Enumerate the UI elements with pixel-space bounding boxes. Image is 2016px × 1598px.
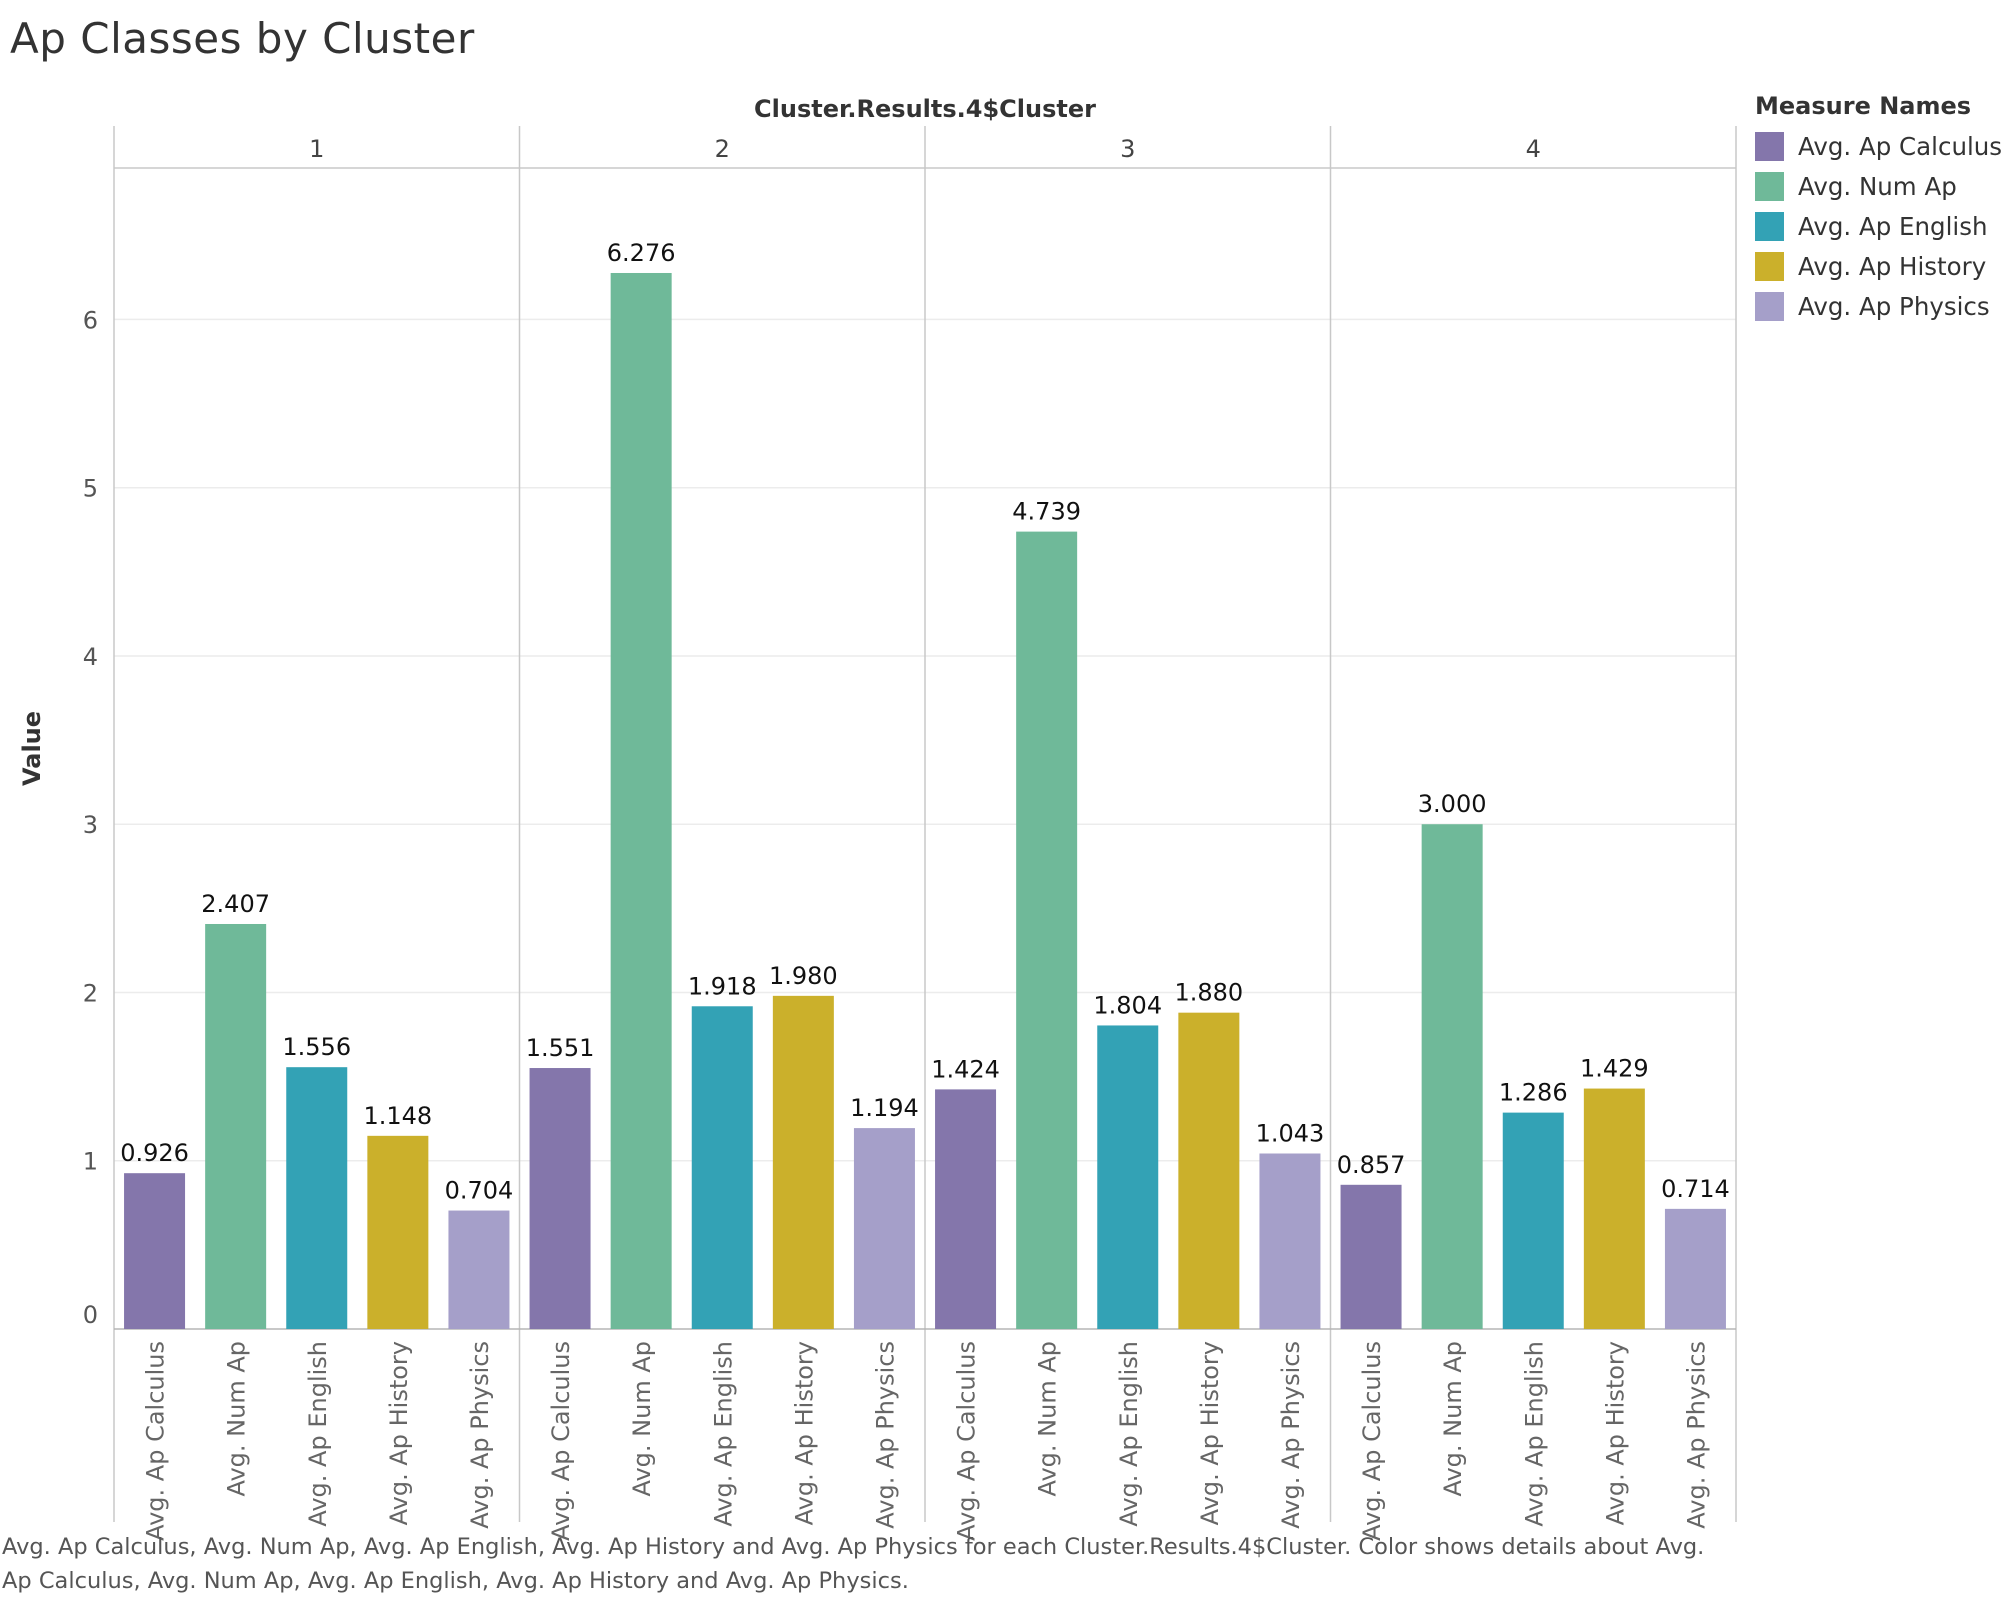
- data-label: 1.556: [282, 1033, 351, 1061]
- chart-caption: Avg. Ap Calculus, Avg. Num Ap, Avg. Ap E…: [2, 1534, 1705, 1594]
- bar-1-2: [205, 923, 267, 1329]
- data-label: 0.704: [445, 1177, 514, 1205]
- legend-item-ap-english[interactable]: Avg. Ap English: [1755, 206, 2002, 246]
- x-tick-label: Avg. Ap History: [790, 1341, 818, 1525]
- legend-item-ap-calculus[interactable]: Avg. Ap Calculus: [1755, 126, 2002, 166]
- data-label: 6.276: [607, 239, 676, 267]
- bar-1-5: [448, 1210, 510, 1329]
- x-tick-label: Avg. Ap English: [1520, 1341, 1548, 1527]
- legend-swatch: [1755, 171, 1784, 201]
- y-tick-label: 3: [83, 811, 98, 839]
- x-tick-label: Avg. Ap Calculus: [953, 1341, 981, 1541]
- legend-item-num-ap[interactable]: Avg. Num Ap: [1755, 166, 2002, 206]
- y-tick-label: 1: [83, 1148, 98, 1176]
- bar-3-3: [1097, 1025, 1159, 1329]
- legend-label: Avg. Num Ap: [1798, 171, 1957, 201]
- data-label: 2.407: [201, 890, 270, 918]
- bar-2-4: [772, 995, 834, 1329]
- data-label: 1.429: [1580, 1055, 1649, 1083]
- bar-1-3: [286, 1067, 348, 1329]
- legend-swatch: [1755, 251, 1784, 281]
- x-tick-label: Avg. Num Ap: [628, 1341, 656, 1497]
- x-tick-label: Avg. Ap History: [1601, 1341, 1629, 1525]
- bar-3-2: [1016, 531, 1078, 1329]
- bar-1-1: [124, 1173, 186, 1329]
- data-label: 0.857: [1337, 1151, 1406, 1179]
- y-tick-label: 5: [83, 475, 98, 503]
- legend-label: Avg. Ap Physics: [1798, 291, 1990, 321]
- x-tick-label: Avg. Ap English: [709, 1341, 737, 1527]
- bar-4-1: [1340, 1184, 1402, 1329]
- y-tick-label: 6: [83, 306, 98, 334]
- x-tick-label: Avg. Ap Physics: [871, 1341, 899, 1529]
- bar-4-2: [1421, 824, 1483, 1329]
- legend-item-ap-physics[interactable]: Avg. Ap Physics: [1755, 286, 2002, 326]
- bar-4-3: [1502, 1112, 1564, 1329]
- legend-label: Avg. Ap Calculus: [1798, 131, 2003, 161]
- data-label: 1.194: [850, 1094, 919, 1122]
- bar-3-4: [1178, 1012, 1240, 1329]
- data-label: 1.286: [1499, 1079, 1568, 1107]
- column-header: Cluster.Results.4$Cluster: [754, 95, 1096, 123]
- x-tick-label: Avg. Ap Calculus: [1358, 1341, 1386, 1541]
- x-tick-label: Avg. Num Ap: [223, 1341, 251, 1497]
- legend-title: Measure Names: [1755, 92, 1972, 120]
- data-label: 1.424: [931, 1055, 1000, 1083]
- bar-4-4: [1583, 1088, 1645, 1329]
- bar-3-1: [935, 1089, 997, 1329]
- bar-2-5: [853, 1128, 915, 1329]
- x-tick-label: Avg. Ap History: [1196, 1341, 1224, 1525]
- x-tick-label: Avg. Num Ap: [1439, 1341, 1467, 1497]
- legend-swatch: [1755, 211, 1784, 241]
- data-label: 1.980: [769, 962, 838, 990]
- data-label: 0.926: [120, 1139, 189, 1167]
- legend-item-ap-history[interactable]: Avg. Ap History: [1755, 246, 2002, 286]
- data-label: 1.148: [363, 1102, 432, 1130]
- data-label: 1.551: [526, 1034, 595, 1062]
- bar-2-2: [610, 272, 672, 1330]
- data-label: 0.714: [1661, 1175, 1730, 1203]
- x-tick-label: Avg. Ap English: [304, 1341, 332, 1527]
- bar-1-4: [367, 1135, 429, 1329]
- chart-title: Ap Classes by Cluster: [10, 14, 475, 63]
- x-tick-label: Avg. Ap Physics: [1682, 1341, 1710, 1529]
- bar-3-5: [1259, 1153, 1321, 1329]
- data-label: 1.804: [1093, 991, 1162, 1019]
- x-tick-label: Avg. Ap Calculus: [547, 1341, 575, 1541]
- legend-swatch: [1755, 291, 1784, 321]
- y-axis-label: Value: [18, 711, 46, 786]
- data-label: 3.000: [1418, 790, 1487, 818]
- bar-2-1: [529, 1068, 591, 1329]
- data-label: 1.918: [688, 972, 757, 1000]
- legend: Measure Names Avg. Ap Calculus Avg. Num …: [1755, 92, 2002, 326]
- panel-header-2: 2: [715, 135, 730, 163]
- panel-header-4: 4: [1526, 135, 1541, 163]
- x-tick-label: Avg. Ap Physics: [1277, 1341, 1305, 1529]
- y-tick-label: 0: [83, 1301, 98, 1329]
- y-tick-label: 2: [83, 979, 98, 1007]
- data-label: 1.880: [1174, 979, 1243, 1007]
- data-label: 1.043: [1256, 1120, 1325, 1148]
- legend-swatch: [1755, 131, 1784, 161]
- legend-label: Avg. Ap English: [1798, 211, 1988, 241]
- bar-4-5: [1664, 1208, 1726, 1329]
- x-tick-label: Avg. Ap Calculus: [142, 1341, 170, 1541]
- x-tick-label: Avg. Ap Physics: [466, 1341, 494, 1529]
- panel-header-1: 1: [309, 135, 324, 163]
- x-tick-label: Avg. Ap English: [1115, 1341, 1143, 1527]
- y-tick-label: 4: [83, 643, 98, 671]
- x-tick-label: Avg. Ap History: [385, 1341, 413, 1525]
- panel-header-3: 3: [1120, 135, 1135, 163]
- bar-2-3: [691, 1006, 753, 1329]
- data-label: 4.739: [1012, 498, 1081, 526]
- x-tick-label: Avg. Num Ap: [1034, 1341, 1062, 1497]
- legend-label: Avg. Ap History: [1798, 251, 1987, 281]
